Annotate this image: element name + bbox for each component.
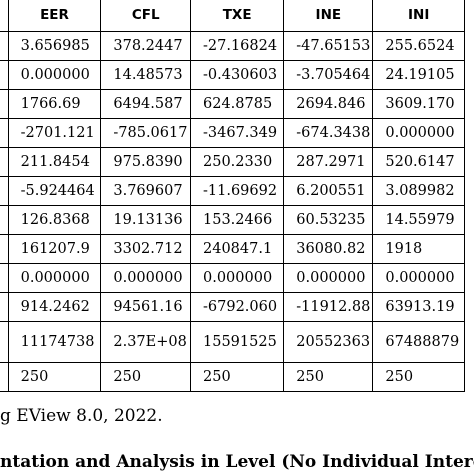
- table-cell-cfl: 94561.16: [100, 292, 191, 322]
- source-note: g EView 8.0, 2022.: [0, 406, 163, 426]
- table-cell-txe: 0.000000: [189, 263, 285, 293]
- table-row: 3.656985 378.2447 -27.16824 -47.65153 255.65…: [0, 31, 465, 61]
- table-cell-txe: -0.430603: [189, 60, 285, 90]
- table-cell-txe: -3467.349: [189, 118, 285, 148]
- table-cell-label: [0, 118, 9, 148]
- table-cell-label: [0, 60, 9, 90]
- table-cell-ini: 0.000000: [372, 118, 465, 148]
- table-row: 914.2462 94561.16 -6792.060 -11912.88 63913.…: [0, 292, 465, 322]
- table-cell-ine: 250: [283, 362, 374, 392]
- table-cell-cfl: 0.000000: [100, 263, 191, 293]
- table-cell-txe: 153.2466: [189, 205, 285, 235]
- table-cell-eer: -2701.121: [7, 118, 102, 148]
- header-cell-ini: INI: [372, 0, 465, 32]
- table-cell-eer: 0.000000: [7, 263, 102, 293]
- table-cell-label: [0, 31, 9, 61]
- table-cell-eer: 3.656985: [7, 31, 102, 61]
- table-cell-ini: 67488879: [372, 321, 465, 363]
- table-cell-txe: -6792.060: [189, 292, 285, 322]
- table-cell-cfl: 3.769607: [100, 176, 191, 206]
- table-row: 211.8454 975.8390 250.2330 287.2971 520.6147: [0, 147, 465, 177]
- table-cell-ini: 0.000000: [372, 263, 465, 293]
- table-cell-eer: 211.8454: [7, 147, 102, 177]
- table-cell-cfl: 3302.712: [100, 234, 191, 264]
- table-cell-label: [0, 292, 9, 322]
- table-cell-eer: 0.000000: [7, 60, 102, 90]
- table-cell-cfl: 250: [100, 362, 191, 392]
- table-cell-ine: 60.53235: [283, 205, 374, 235]
- table-cell-cfl: 6494.587: [100, 89, 191, 119]
- table-row: 250 250 250 250 250: [0, 362, 465, 392]
- table-cell-cfl: 14.48573: [100, 60, 191, 90]
- table-cell-ini: 250: [372, 362, 465, 392]
- table-header-row: EER CFL TXE INE INI: [0, 0, 465, 32]
- table-cell-ine: 287.2971: [283, 147, 374, 177]
- header-cell-txe: TXE: [189, 0, 285, 32]
- table-cell-label: [0, 176, 9, 206]
- table-cell-ine: 36080.82: [283, 234, 374, 264]
- table-cell-label: [0, 205, 9, 235]
- table-cell-txe: -27.16824: [189, 31, 285, 61]
- table-cell-txe: 15591525: [189, 321, 285, 363]
- table-cell-eer: -5.924464: [7, 176, 102, 206]
- header-cell-cfl: CFL: [100, 0, 191, 32]
- table-cell-txe: 240847.1: [189, 234, 285, 264]
- header-cell-eer: EER: [7, 0, 102, 32]
- table-row: 11174738 2.37E+08 15591525 20552363 67488879: [0, 321, 465, 363]
- table-cell-ine: 6.200551: [283, 176, 374, 206]
- table-cell-eer: 126.8368: [7, 205, 102, 235]
- table-row: 1766.69 6494.587 624.8785 2694.846 3609.170: [0, 89, 465, 119]
- table-row: 161207.9 3302.712 240847.1 36080.82 1918: [0, 234, 465, 264]
- statistics-table: EER CFL TXE INE INI 3.656985 378.2447 -27.…: [0, 0, 465, 392]
- table-caption: ntation and Analysis in Level (No Indivi…: [0, 452, 474, 472]
- table-cell-ine: 2694.846: [283, 89, 374, 119]
- table-cell-eer: 1766.69: [7, 89, 102, 119]
- table-cell-cfl: 19.13136: [100, 205, 191, 235]
- table-cell-eer: 161207.9: [7, 234, 102, 264]
- table-cell-cfl: -785.0617: [100, 118, 191, 148]
- table-cell-ini: 520.6147: [372, 147, 465, 177]
- table-row: -2701.121 -785.0617 -3467.349 -674.3438 0.00…: [0, 118, 465, 148]
- table-cell-label: [0, 89, 9, 119]
- table-cell-ine: -11912.88: [283, 292, 374, 322]
- table-cell-ine: -3.705464: [283, 60, 374, 90]
- header-cell-ine: INE: [283, 0, 374, 32]
- table-cell-ini: 63913.19: [372, 292, 465, 322]
- table-cell-label: [0, 147, 9, 177]
- header-cell-label: [0, 0, 9, 32]
- table-cell-eer: 11174738: [7, 321, 102, 363]
- table-cell-ini: 1918: [372, 234, 465, 264]
- table-cell-ine: -674.3438: [283, 118, 374, 148]
- table-cell-cfl: 975.8390: [100, 147, 191, 177]
- table-cell-txe: 250: [189, 362, 285, 392]
- table-cell-ini: 255.6524: [372, 31, 465, 61]
- table-cell-ini: 3.089982: [372, 176, 465, 206]
- table-body: 3.656985 378.2447 -27.16824 -47.65153 255.65…: [0, 31, 465, 392]
- table-cell-label: [0, 263, 9, 293]
- table-row: 126.8368 19.13136 153.2466 60.53235 14.55979: [0, 205, 465, 235]
- table-cell-txe: 250.2330: [189, 147, 285, 177]
- table-row: 0.000000 14.48573 -0.430603 -3.705464 24.191…: [0, 60, 465, 90]
- table-cell-ini: 3609.170: [372, 89, 465, 119]
- table-cell-label: [0, 362, 9, 392]
- table-cell-eer: 250: [7, 362, 102, 392]
- table-row: -5.924464 3.769607 -11.69692 6.200551 3.0899…: [0, 176, 465, 206]
- table-cell-txe: 624.8785: [189, 89, 285, 119]
- table-cell-ine: -47.65153: [283, 31, 374, 61]
- table-cell-txe: -11.69692: [189, 176, 285, 206]
- table-cell-label: [0, 321, 9, 363]
- table-cell-ine: 20552363: [283, 321, 374, 363]
- table-row: 0.000000 0.000000 0.000000 0.000000 0.000000: [0, 263, 465, 293]
- table-cell-ini: 24.19105: [372, 60, 465, 90]
- table-cell-eer: 914.2462: [7, 292, 102, 322]
- table-cell-ini: 14.55979: [372, 205, 465, 235]
- table-cell-cfl: 378.2447: [100, 31, 191, 61]
- table-cell-cfl: 2.37E+08: [100, 321, 191, 363]
- table-cell-ine: 0.000000: [283, 263, 374, 293]
- table-cell-label: [0, 234, 9, 264]
